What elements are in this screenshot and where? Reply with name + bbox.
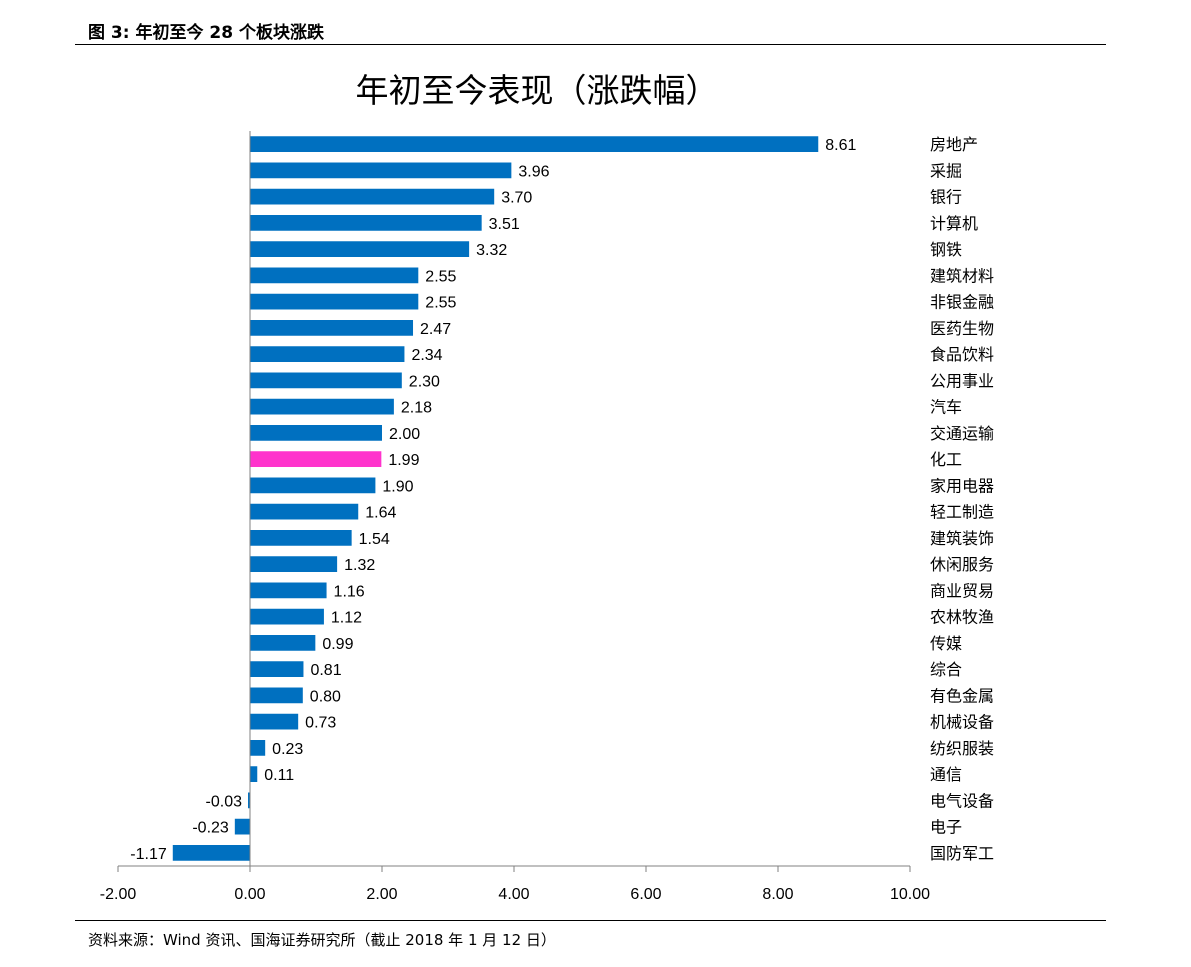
category-label-27: 电子 [930, 818, 962, 837]
bar-2 [250, 162, 512, 179]
value-label-3: 3.70 [501, 190, 532, 207]
x-tick-label-6: 8.00 [762, 886, 793, 903]
value-label-26: -0.03 [206, 793, 243, 810]
top-rule [75, 44, 1106, 45]
bottom-rule [75, 920, 1106, 921]
value-label-17: 1.32 [344, 557, 375, 574]
category-label-5: 钢铁 [930, 240, 962, 259]
category-label-28: 国防军工 [930, 844, 994, 863]
bar-20 [250, 635, 316, 651]
bar-21 [250, 661, 304, 677]
value-label-27: -0.23 [192, 820, 229, 837]
value-label-16: 1.54 [359, 531, 390, 548]
bar-9 [250, 346, 405, 362]
bar-5 [250, 241, 470, 257]
value-label-2: 3.96 [518, 163, 549, 180]
bar-12 [250, 425, 382, 441]
bar-8 [250, 320, 414, 336]
value-label-12: 2.00 [389, 426, 420, 443]
bar-16 [250, 530, 352, 546]
category-label-2: 采掘 [930, 161, 962, 180]
bar-18 [250, 582, 327, 599]
value-label-21: 0.81 [310, 662, 341, 679]
value-label-11: 2.18 [401, 400, 432, 417]
bar-13 [250, 451, 382, 467]
category-label-26: 电气设备 [930, 791, 994, 810]
bar-19 [250, 608, 324, 625]
bar-17 [250, 556, 338, 572]
category-label-22: 有色金属 [930, 686, 994, 705]
category-label-8: 医药生物 [930, 319, 994, 338]
category-label-14: 家用电器 [930, 476, 994, 495]
category-label-16: 建筑装饰 [930, 529, 994, 548]
x-tick-label-7: 10.00 [890, 886, 930, 903]
value-label-18: 1.16 [334, 583, 365, 600]
bar-27 [234, 818, 250, 835]
bar-15 [250, 503, 359, 520]
source-note: 资料来源：Wind 资讯、国海证券研究所（截止 2018 年 1 月 12 日） [88, 931, 556, 949]
value-label-22: 0.80 [310, 688, 341, 705]
category-label-20: 传媒 [930, 634, 962, 653]
x-tick-label-2: 0.00 [234, 886, 265, 903]
category-label-11: 汽车 [930, 398, 962, 417]
bar-7 [250, 293, 419, 310]
category-label-15: 轻工制造 [930, 503, 994, 522]
category-label-18: 商业贸易 [930, 581, 994, 600]
value-label-20: 0.99 [322, 636, 353, 653]
value-label-10: 2.30 [409, 373, 440, 390]
value-label-8: 2.47 [420, 321, 451, 338]
value-label-14: 1.90 [382, 478, 413, 495]
bar-24 [250, 740, 266, 756]
bar-1 [250, 136, 819, 152]
figure-caption: 图 3: 年初至今 28 个板块涨跌 [88, 23, 324, 43]
value-label-7: 2.55 [425, 295, 456, 312]
bars-group: 8.61 房地产 3.96 采掘 3.70 银行 3.51 计算机 3.32 钢铁 2.55 建筑材料… [130, 135, 994, 863]
category-label-4: 计算机 [930, 214, 978, 233]
x-tick-label-5: 6.00 [630, 886, 661, 903]
bar-23 [250, 713, 299, 730]
category-label-1: 房地产 [930, 135, 978, 154]
value-label-23: 0.73 [305, 715, 336, 732]
value-label-28: -1.17 [130, 846, 167, 863]
bar-26 [248, 792, 250, 809]
axes-group: -2.00 0.00 2.00 4.00 6.00 8.00 10.00 [100, 131, 930, 903]
bar-4 [250, 215, 482, 231]
value-label-19: 1.12 [331, 610, 362, 627]
category-label-24: 纺织服装 [930, 739, 994, 758]
bar-10 [250, 372, 402, 389]
value-label-5: 3.32 [476, 242, 507, 259]
category-label-21: 综合 [930, 660, 962, 679]
x-tick-label-4: 4.00 [498, 886, 529, 903]
bar-25 [250, 766, 258, 782]
x-tick-label-3: 2.00 [366, 886, 397, 903]
category-label-9: 食品饮料 [930, 345, 994, 364]
value-label-6: 2.55 [425, 268, 456, 285]
bar-14 [250, 477, 376, 494]
value-label-4: 3.51 [489, 216, 520, 233]
bar-3 [250, 188, 495, 205]
category-label-19: 农林牧渔 [930, 608, 994, 627]
category-label-12: 交通运输 [930, 424, 994, 443]
value-label-9: 2.34 [411, 347, 442, 364]
bar-22 [250, 687, 303, 704]
category-label-13: 化工 [930, 450, 962, 469]
value-label-24: 0.23 [272, 741, 303, 758]
x-tick-label-1: -2.00 [100, 886, 137, 903]
bar-6 [250, 267, 419, 284]
chart-title: 年初至今表现（涨跌幅） [356, 71, 719, 110]
category-label-3: 银行 [930, 188, 962, 207]
category-label-6: 建筑材料 [930, 266, 994, 285]
category-label-23: 机械设备 [930, 713, 994, 732]
value-label-25: 0.11 [264, 767, 294, 784]
value-label-13: 1.99 [388, 452, 419, 469]
category-label-17: 休闲服务 [930, 555, 994, 574]
bar-11 [250, 398, 394, 415]
category-label-7: 非银金融 [930, 293, 994, 312]
category-label-25: 通信 [930, 765, 962, 784]
bar-28 [172, 845, 250, 861]
value-label-1: 8.61 [825, 137, 856, 154]
category-label-10: 公用事业 [930, 371, 994, 390]
value-label-15: 1.64 [365, 505, 396, 522]
